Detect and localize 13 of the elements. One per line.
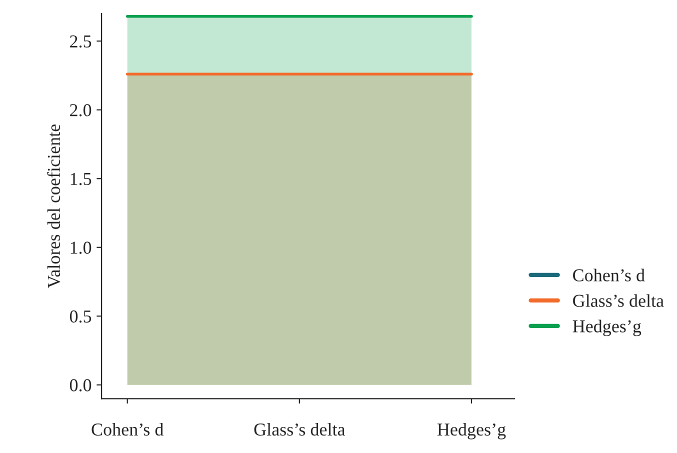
y-axis-title: Valores del coeficiente xyxy=(47,124,60,288)
x-tick-label: Hedges’g xyxy=(437,422,506,440)
y-tick-label: 0.0 xyxy=(70,379,92,392)
y-tick-label: 2.5 xyxy=(70,35,92,48)
y-tick-label: 1.0 xyxy=(70,242,92,254)
legend-label: Glass’s delta xyxy=(573,294,664,307)
y-tick-label: 1.5 xyxy=(70,172,92,186)
x-tick-label: Glass’s delta xyxy=(254,422,346,436)
y-tick-label: 0.5 xyxy=(70,310,92,323)
legend-label: Hedges’g xyxy=(572,320,642,336)
legend-label: Cohen’s d xyxy=(573,268,645,282)
x-tick-label: Cohen’s d xyxy=(92,422,164,436)
y-tick-label: 2.0 xyxy=(70,104,92,116)
